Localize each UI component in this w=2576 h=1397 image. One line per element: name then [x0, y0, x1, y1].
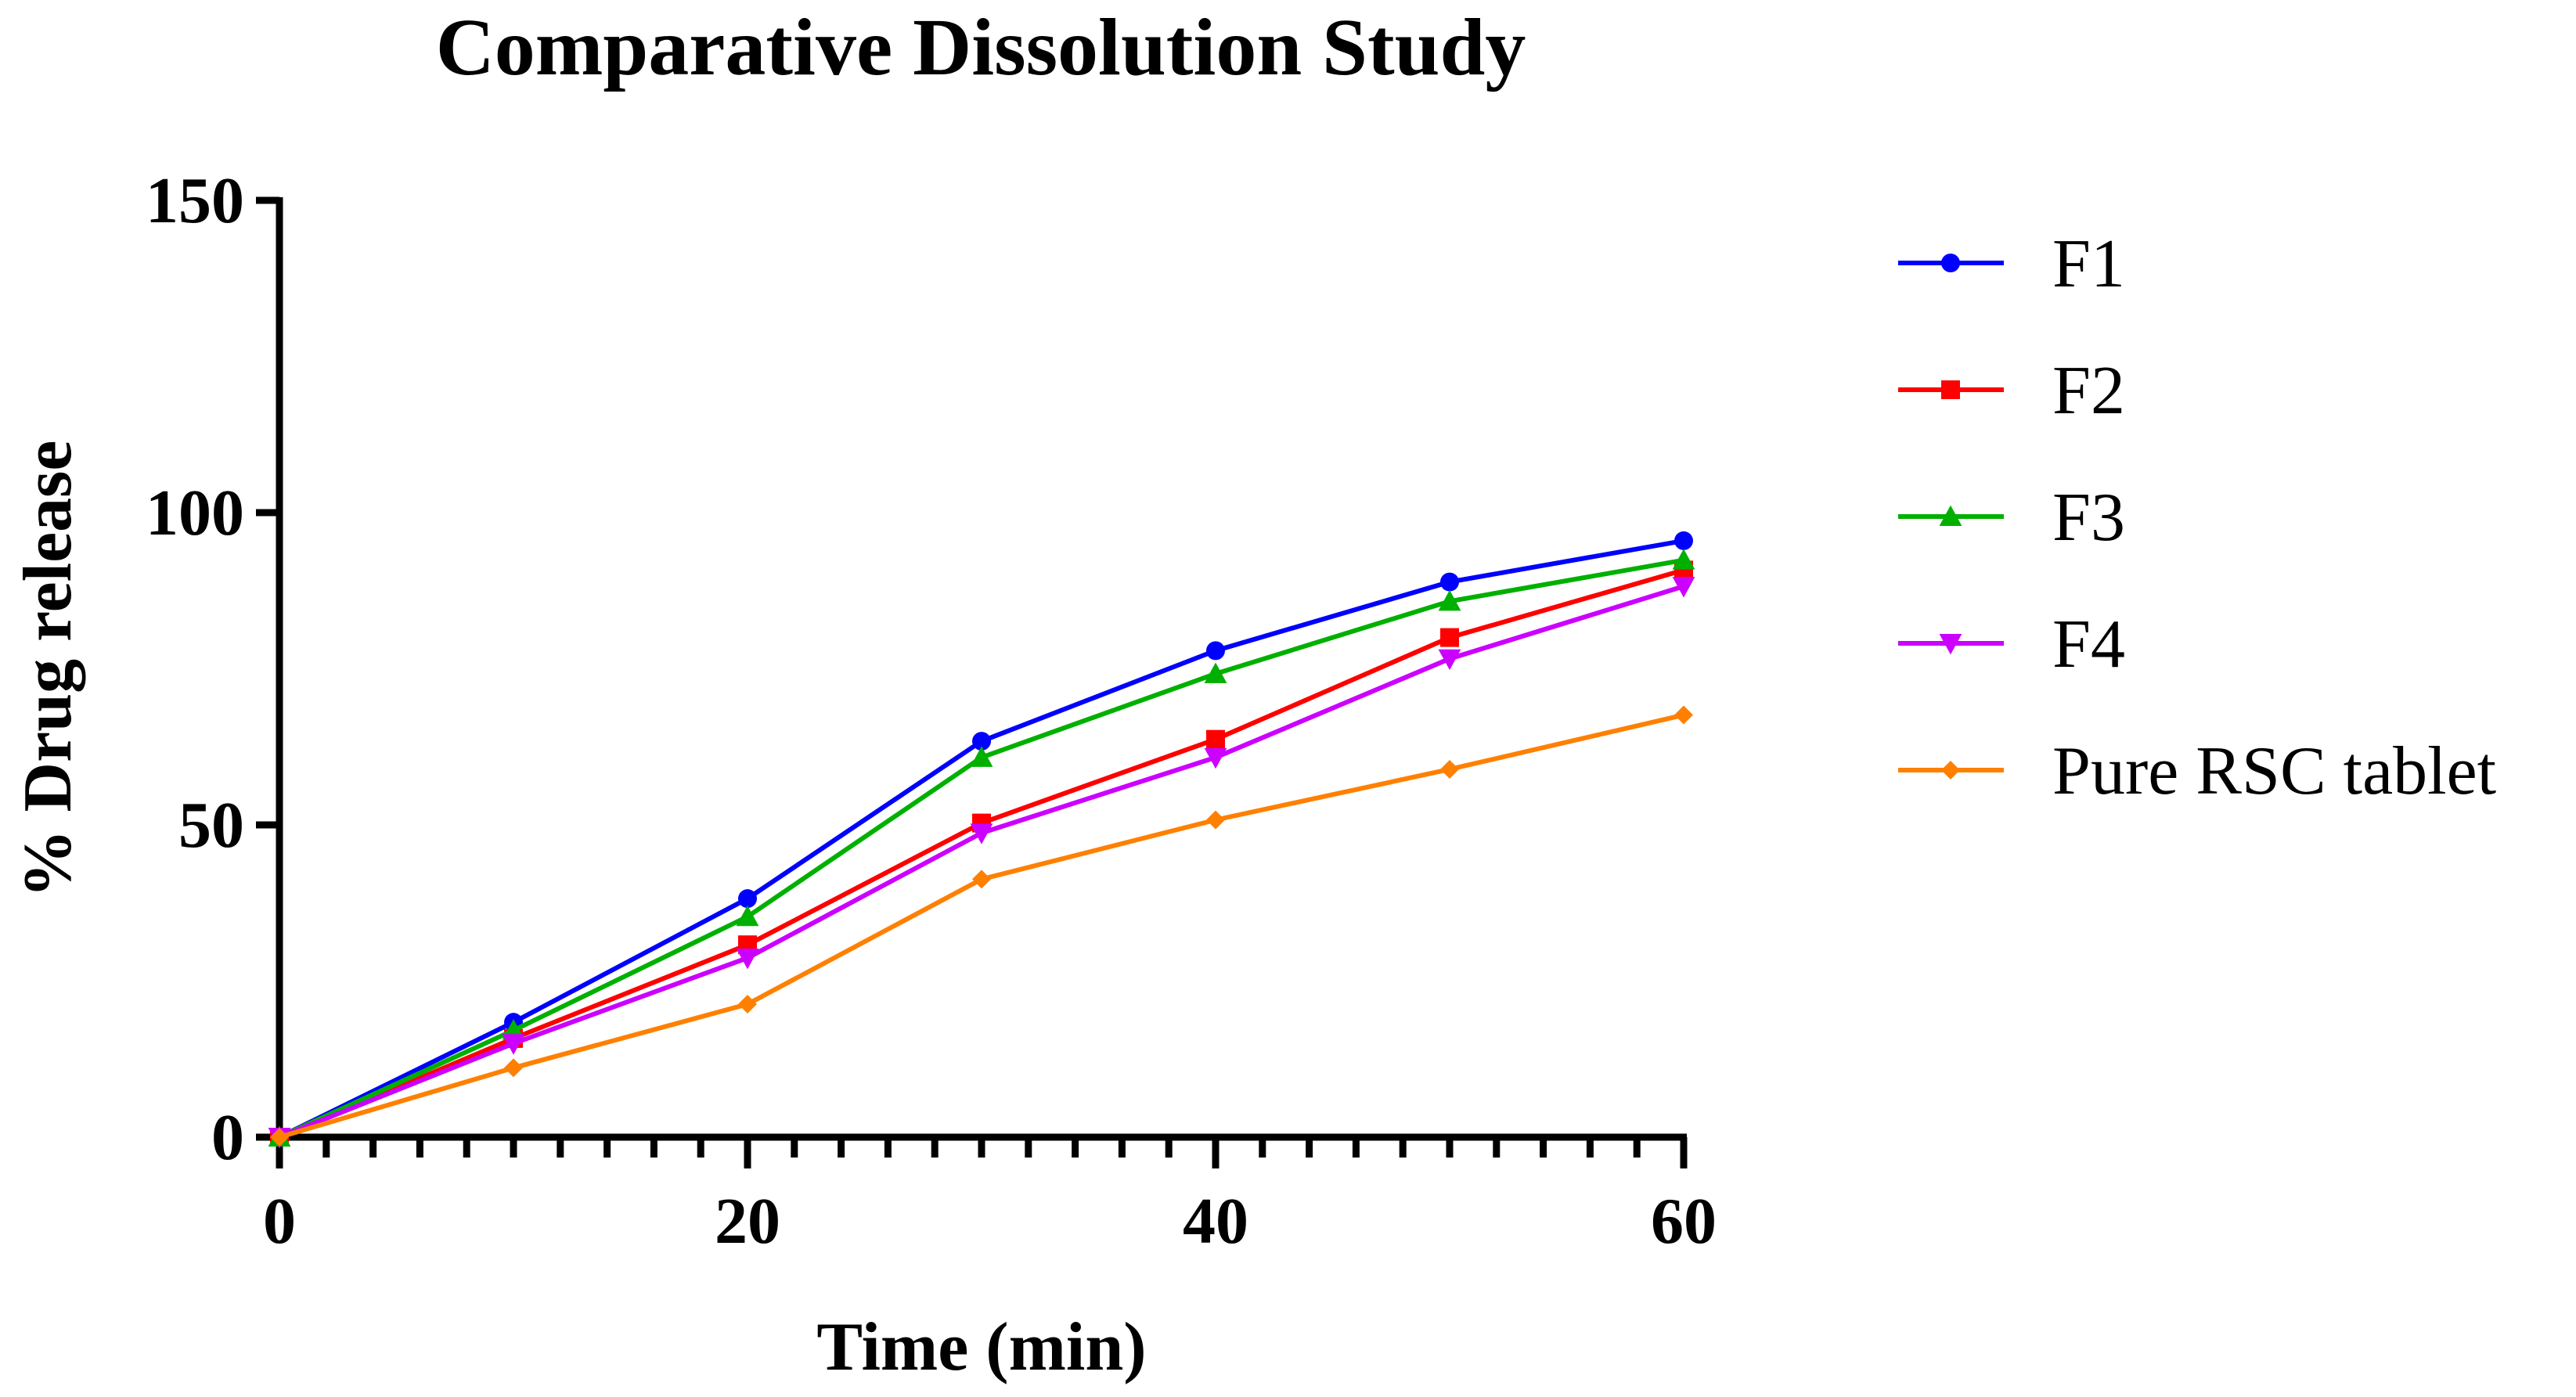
data-point [972, 870, 991, 889]
x-axis-label: Time (min) [816, 1309, 1146, 1385]
series-line [279, 712, 1684, 1140]
legend-marker [1941, 254, 1960, 272]
legend-label: F3 [2052, 480, 2125, 556]
data-point [1672, 577, 1695, 598]
legend-marker [1939, 505, 1962, 526]
data-point [1440, 572, 1459, 592]
data-point [970, 746, 993, 767]
series-pure-rsc-tablet [270, 705, 1693, 1147]
x-tick-label: 60 [1651, 1185, 1717, 1258]
y-tick-label: 0 [211, 1101, 244, 1174]
y-tick-label: 100 [146, 477, 244, 549]
x-tick-label: 40 [1183, 1185, 1248, 1258]
legend-marker [1939, 634, 1962, 655]
data-point [972, 732, 991, 751]
series-f4 [268, 577, 1695, 1149]
legend-label: Pure RSC tablet [2052, 733, 2496, 809]
data-point [1206, 729, 1225, 749]
data-point [1438, 649, 1461, 671]
legend-item: F4 [1898, 607, 2125, 682]
legend-item: F2 [1898, 353, 2125, 429]
y-axis-label: % Drug release [10, 441, 86, 898]
y-tick-label: 50 [178, 789, 244, 862]
data-point [1204, 662, 1227, 683]
data-point [502, 1034, 525, 1055]
data-point [1674, 705, 1693, 725]
legend-item: F1 [1898, 226, 2125, 302]
data-point [736, 948, 759, 970]
legend-label: F2 [2052, 353, 2125, 429]
data-point [738, 889, 757, 909]
x-tick-label: 20 [715, 1185, 780, 1258]
legend-item: F3 [1898, 480, 2125, 556]
data-point [1206, 810, 1225, 830]
series-line [278, 584, 1684, 1140]
legend-item: Pure RSC tablet [1898, 733, 2496, 809]
data-point [504, 1058, 523, 1078]
data-point [1440, 759, 1459, 779]
legend-marker [1941, 761, 1960, 780]
data-point [1674, 531, 1693, 550]
chart-title: Comparative Dissolution Study [436, 2, 1526, 92]
data-point [738, 995, 757, 1014]
legend-label: F1 [2052, 226, 2125, 302]
data-point [736, 905, 759, 927]
data-point [1204, 747, 1227, 769]
y-tick-label: 150 [146, 164, 244, 237]
legend-marker [1941, 380, 1960, 399]
data-point [970, 823, 993, 844]
data-point [1440, 628, 1459, 647]
legend-label: F4 [2052, 607, 2125, 682]
data-point [1438, 589, 1461, 611]
data-point [270, 1128, 289, 1147]
data-point [1206, 641, 1225, 661]
data-point [1672, 549, 1695, 570]
x-tick-label: 0 [263, 1185, 296, 1258]
